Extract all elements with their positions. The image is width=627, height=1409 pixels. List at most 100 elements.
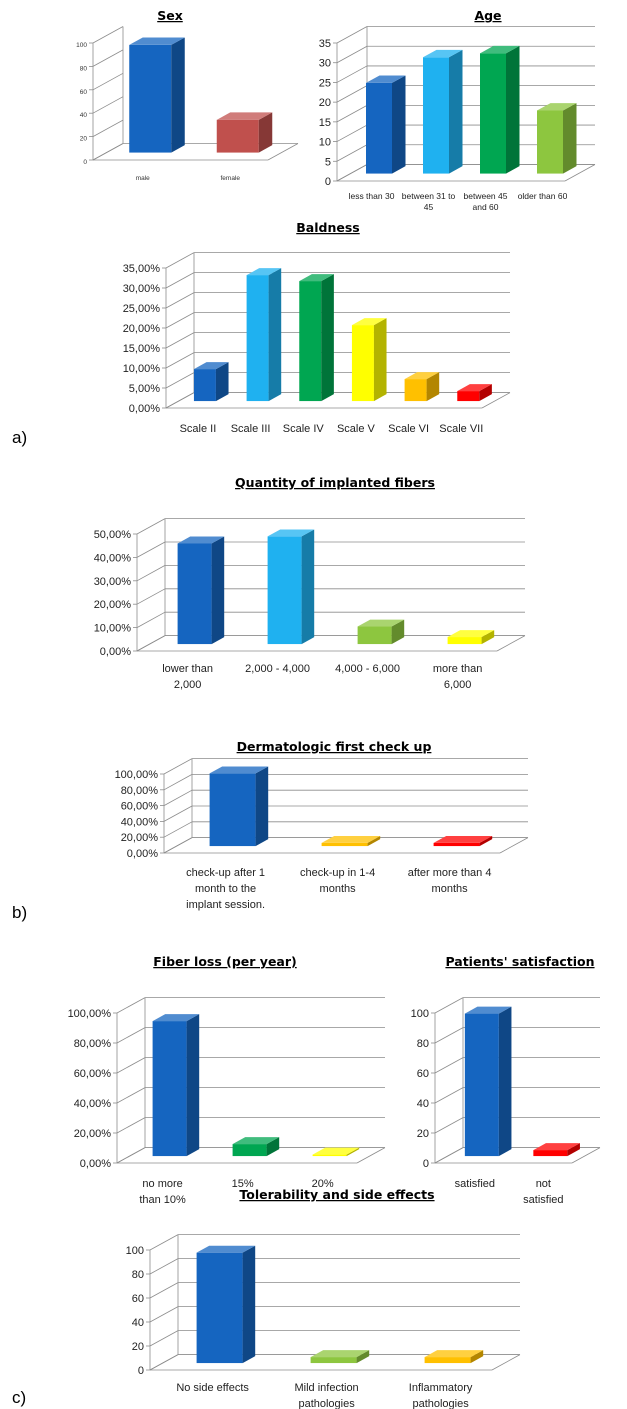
bar-top	[299, 274, 334, 282]
y-tick-label: 20	[80, 136, 88, 143]
chart-dermatologic: Dermatologic first check up 0,00% 20,00% 40…	[115, 739, 529, 911]
y-tick-label: 0,00%	[129, 403, 160, 415]
category-label: Scale IV	[283, 423, 325, 435]
category-label: Scale V	[337, 423, 376, 435]
bar-top	[193, 362, 229, 370]
bar-side	[171, 37, 185, 153]
category-label: between 45 and 60	[464, 191, 508, 212]
y-tick-label: 0,00%	[100, 646, 131, 658]
chart-age: Age 0 5 10 15 20 25 30 35 less than 30 between 31 …	[319, 8, 596, 212]
bar-side	[373, 318, 387, 402]
y-tick-label: 30	[319, 58, 331, 70]
bar-front	[246, 275, 269, 402]
y-tick-label: 100	[126, 1245, 144, 1257]
bar-2	[423, 49, 463, 174]
bar-front	[267, 536, 302, 645]
y-tick-label: 10,00%	[123, 363, 161, 375]
category-label: 4,000 - 6,000	[335, 663, 400, 675]
y-tick-label: 60,00%	[121, 801, 159, 813]
y-tick-label: 10	[319, 137, 331, 149]
category-label: lower than 2,000	[162, 663, 213, 691]
bar-top	[447, 630, 495, 638]
bar-top	[423, 49, 463, 58]
y-tick-label: 20	[417, 1128, 429, 1140]
bar-3	[312, 1147, 360, 1157]
bar-top	[216, 112, 273, 120]
category-label: check-up after 1 month to the implant sess…	[186, 867, 265, 911]
chart-title: Age	[474, 8, 501, 23]
bar-top	[232, 1137, 280, 1145]
chart-fiberloss: Fiber loss (per year) 0,00% 20,00% 40,00% 60…	[68, 954, 386, 1206]
category-label: between 31 to 45	[402, 191, 456, 212]
bar-top	[357, 619, 405, 627]
bar-top	[310, 1350, 370, 1358]
bar-4	[537, 103, 577, 174]
bar-top	[533, 1143, 580, 1151]
y-tick-label: 15	[319, 117, 331, 129]
bar-front	[299, 281, 322, 402]
bar-3	[433, 835, 493, 847]
y-tick-label: 20,00%	[74, 1128, 112, 1140]
category-label: after more than 4 months	[408, 867, 492, 895]
y-tick-label: 80	[80, 65, 88, 72]
bar-1	[129, 37, 185, 153]
bar-front	[366, 82, 392, 174]
bar-front	[357, 626, 392, 645]
bar-front	[152, 1021, 187, 1157]
bar-side	[392, 75, 406, 174]
y-tick-label: 25,00%	[123, 303, 161, 315]
y-tick-label: 40	[417, 1098, 429, 1110]
y-tick-label: 80,00%	[121, 785, 159, 797]
chart-fibers: Quantity of implanted fibers 0,00% 10,00% 2…	[94, 475, 526, 691]
bar-side	[186, 1014, 200, 1157]
bar-front	[177, 543, 212, 645]
bar-front	[216, 119, 259, 153]
bar-side	[449, 49, 463, 174]
chart-satisfaction: Patients' satisfaction 0 20 40 60 80 100 satisf…	[411, 954, 601, 1206]
bar-top	[152, 1014, 200, 1022]
bar-2	[310, 1350, 370, 1364]
bar-front	[312, 1154, 347, 1157]
y-tick-label: 100	[76, 42, 87, 49]
chart-walls	[431, 997, 601, 1164]
bar-6	[457, 384, 492, 402]
bar-2	[321, 835, 381, 847]
bar-side	[426, 372, 440, 402]
y-tick-label: 30,00%	[94, 576, 132, 588]
y-tick-label: 5	[325, 156, 331, 168]
category-label: satisfied	[455, 1178, 495, 1190]
bar-side	[391, 619, 405, 645]
chart-title: Sex	[157, 8, 183, 23]
y-tick-label: 35,00%	[123, 263, 161, 275]
bar-front	[129, 44, 172, 153]
chart-baldness: Baldness 0,00% 5,00% 10,00% 15,00% 20,00% 25,0…	[123, 220, 511, 435]
bar-front	[447, 637, 482, 645]
category-label: 15%	[232, 1178, 254, 1190]
bar-front	[209, 773, 256, 847]
bar-side	[215, 362, 229, 402]
bar-front	[433, 842, 480, 847]
bar-3	[480, 45, 520, 174]
bar-front	[310, 1357, 357, 1364]
chart-title: Patients' satisfaction	[445, 954, 594, 969]
bar-3	[299, 274, 334, 402]
bar-1	[193, 362, 229, 402]
bar-side	[356, 1350, 370, 1364]
category-label: less than 30	[349, 191, 395, 201]
bar-side	[479, 384, 492, 402]
y-tick-label: 0,00%	[80, 1158, 111, 1170]
panel-label-2: b)	[12, 903, 27, 922]
bar-top	[464, 1006, 512, 1014]
y-tick-label: 0,00%	[127, 848, 158, 860]
bar-side	[470, 1350, 484, 1364]
bar-3	[424, 1350, 484, 1364]
bar-top	[404, 372, 440, 380]
bar-top	[267, 529, 315, 537]
chart-title: Baldness	[296, 220, 359, 235]
category-label: 2,000 - 4,000	[245, 663, 310, 675]
y-tick-label: 40,00%	[94, 552, 132, 564]
y-tick-label: 25	[319, 77, 331, 89]
bar-front	[193, 369, 216, 402]
y-tick-label: 0	[138, 1365, 144, 1377]
category-label: Scale III	[231, 423, 271, 435]
